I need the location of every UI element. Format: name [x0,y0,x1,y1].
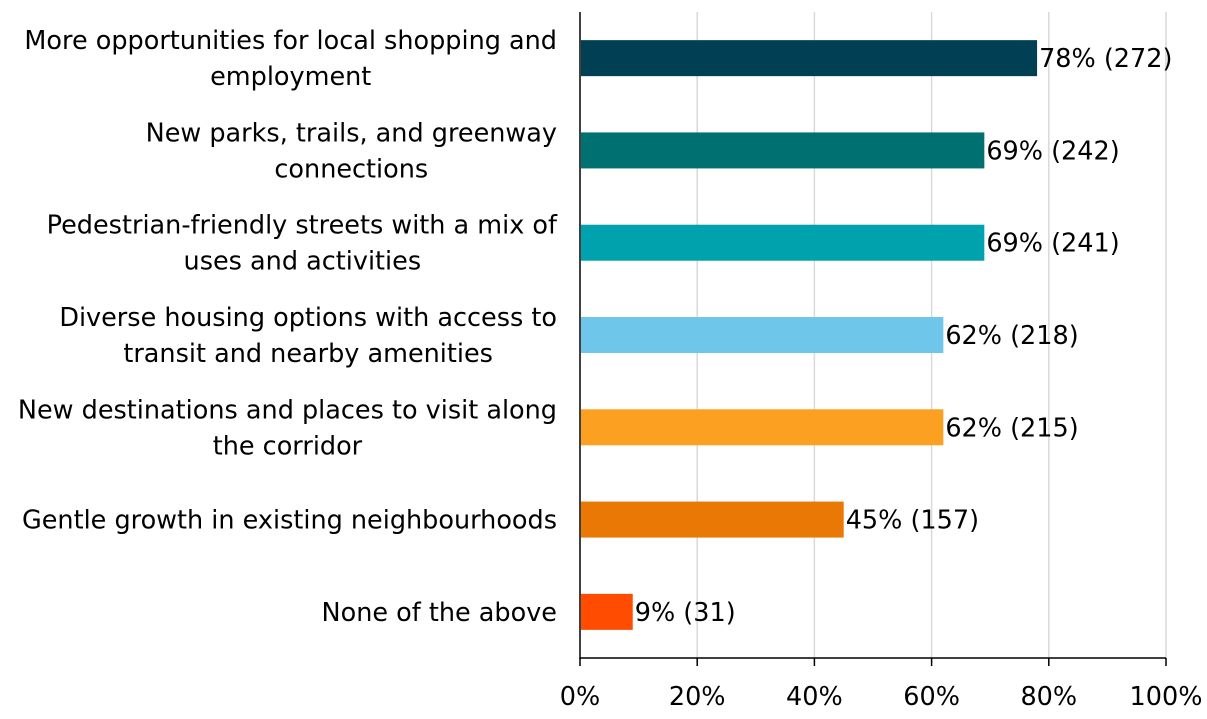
x-tick-label-4: 80% [1020,682,1077,712]
category-label-4-line-1: the corridor [213,431,363,461]
category-label-1-line-1: connections [274,154,428,184]
bars [581,40,1038,630]
value-label-0: 78% (272) [1039,44,1172,74]
bar-5 [581,501,844,538]
category-labels: More opportunities for local shopping an… [18,26,558,628]
x-tick-label-5: 100% [1130,682,1203,712]
category-label-2-line-0: Pedestrian-friendly streets with a mix o… [47,211,558,241]
value-labels: 78% (272) 69% (242) 69% (241) 62% (218) 62% … [635,44,1173,628]
bar-1 [581,132,985,169]
value-label-6: 9% (31) [635,598,736,628]
category-label-1-line-0: New parks, trails, and greenway [146,118,557,148]
category-label-2-line-1: uses and activities [184,247,422,277]
bar-4 [581,409,944,446]
tick-labels: 0% 20% 40% 60% 80% 100% [560,682,1203,712]
x-tick-label-3: 60% [903,682,960,712]
category-label-6-line-0: None of the above [322,598,557,628]
x-tick-label-1: 20% [669,682,726,712]
category-label-3-line-1: transit and nearby amenities [123,339,493,369]
bar-3 [581,317,944,353]
bar-2 [581,224,985,261]
value-label-3: 62% (218) [945,321,1078,351]
value-label-4: 62% (215) [945,413,1078,443]
category-label-3-line-0: Diverse housing options with access to [59,303,557,333]
category-label-0-line-0: More opportunities for local shopping an… [24,26,557,56]
axes [579,12,1167,666]
category-label-0-line-1: employment [210,62,371,92]
category-label-4-line-0: New destinations and places to visit alo… [18,395,557,425]
value-label-5: 45% (157) [846,506,979,536]
x-tick-label-2: 40% [786,682,843,712]
value-label-1: 69% (242) [986,136,1119,166]
value-label-2: 69% (241) [986,229,1119,259]
bar-6 [581,593,633,630]
category-label-5-line-0: Gentle growth in existing neighbourhoods [22,506,557,536]
bar-0 [581,40,1038,77]
x-tick-label-0: 0% [560,682,600,712]
